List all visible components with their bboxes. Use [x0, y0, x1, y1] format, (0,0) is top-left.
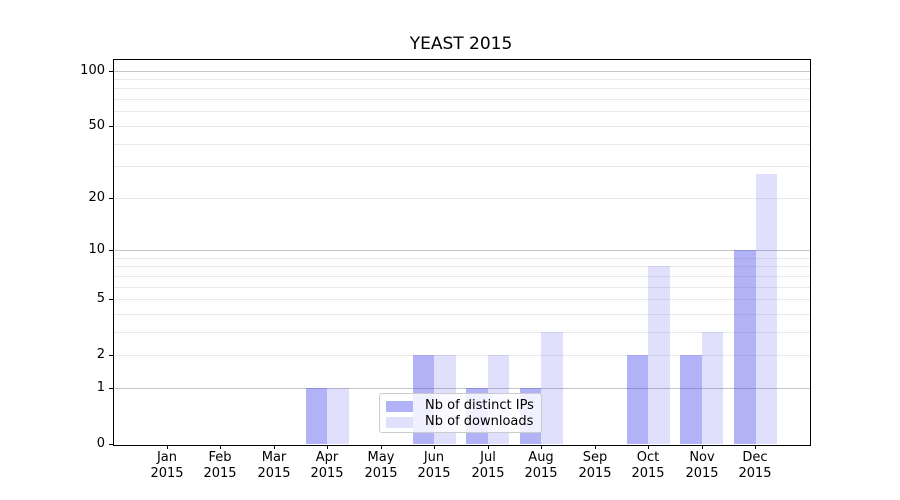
x-tick-year: 2015 [685, 466, 719, 481]
x-tick-label: Nov 2015 [675, 450, 729, 482]
x-tick-mark [220, 445, 221, 449]
chart-title: YEAST 2015 [409, 34, 513, 54]
legend-label-0: Nb of distinct IPs [425, 398, 534, 413]
x-tick-mark [167, 445, 168, 449]
bar-distinct-ips-apr [305, 387, 328, 444]
y-tick-mark [109, 444, 113, 445]
bar-downloads-oct [648, 266, 670, 444]
y-tick-label: 2 [96, 347, 105, 362]
minor-gridline [114, 332, 810, 333]
x-tick-label: Aug 2015 [514, 450, 568, 482]
y-tick-mark [109, 299, 113, 300]
y-tick-label: 5 [96, 291, 105, 306]
minor-gridline [114, 355, 810, 356]
bar-downloads-apr [327, 387, 349, 444]
x-tick-year: 2015 [524, 466, 558, 481]
y-tick-mark [109, 126, 113, 127]
x-tick-mark [755, 445, 756, 449]
y-tick-label: 10 [88, 242, 105, 257]
bar-distinct-ips-dec [734, 250, 756, 444]
legend-swatch-0 [386, 400, 413, 412]
major-gridline [114, 250, 810, 251]
y-tick-label: 20 [88, 190, 105, 205]
bar-downloads-aug [541, 331, 563, 444]
x-tick-year: 2015 [203, 466, 237, 481]
x-tick-year: 2015 [417, 466, 451, 481]
minor-gridline [114, 126, 810, 127]
x-tick-label: Sep 2015 [568, 450, 622, 482]
minor-gridline [114, 198, 810, 199]
minor-gridline [114, 99, 810, 100]
x-tick-label: Jun 2015 [407, 450, 461, 482]
x-tick-mark [381, 445, 382, 449]
legend-swatch-1 [386, 416, 413, 428]
legend-entry-distinct-ips: Nb of distinct IPs [386, 398, 535, 414]
x-tick-mark [702, 445, 703, 449]
x-tick-mark [595, 445, 596, 449]
x-tick-label: Apr 2015 [300, 450, 354, 482]
x-tick-label: Jul 2015 [461, 450, 515, 482]
legend-label-1: Nb of downloads [425, 414, 534, 429]
x-tick-label: Oct 2015 [621, 450, 675, 482]
x-tick-year: 2015 [150, 466, 184, 481]
y-tick-mark [109, 198, 113, 199]
x-tick-mark [648, 445, 649, 449]
legend: Nb of distinct IPs Nb of downloads [379, 393, 542, 433]
x-tick-year: 2015 [257, 466, 291, 481]
x-tick-mark [327, 445, 328, 449]
minor-gridline [114, 266, 810, 267]
bar-distinct-ips-nov [680, 355, 702, 444]
minor-gridline [114, 144, 810, 145]
x-tick-label: Jan 2015 [140, 450, 194, 482]
minor-gridline [114, 287, 810, 288]
x-tick-year: 2015 [738, 466, 772, 481]
y-tick-label: 1 [96, 380, 105, 395]
x-tick-label: May 2015 [354, 450, 408, 482]
minor-gridline [114, 258, 810, 259]
y-tick-mark [109, 71, 113, 72]
y-tick-mark [109, 355, 113, 356]
x-tick-label: Feb 2015 [193, 450, 247, 482]
y-tick-label: 50 [88, 118, 105, 133]
plot-area [113, 59, 811, 446]
major-gridline [114, 71, 810, 72]
x-tick-label: Dec 2015 [728, 450, 782, 482]
minor-gridline [114, 276, 810, 277]
minor-gridline [114, 79, 810, 80]
y-tick-label: 0 [96, 436, 105, 451]
x-tick-mark [434, 445, 435, 449]
bar-distinct-ips-oct [626, 355, 649, 444]
minor-gridline [114, 88, 810, 89]
x-tick-year: 2015 [631, 466, 665, 481]
x-tick-year: 2015 [364, 466, 398, 481]
y-tick-mark [109, 388, 113, 389]
major-gridline [114, 388, 810, 389]
x-tick-mark [488, 445, 489, 449]
y-tick-label: 100 [80, 63, 105, 78]
legend-entry-downloads: Nb of downloads [386, 414, 535, 430]
x-tick-mark [274, 445, 275, 449]
x-tick-year: 2015 [578, 466, 612, 481]
minor-gridline [114, 166, 810, 167]
x-tick-year: 2015 [471, 466, 505, 481]
bar-downloads-nov [701, 331, 724, 444]
x-tick-year: 2015 [310, 466, 344, 481]
minor-gridline [114, 299, 810, 300]
minor-gridline [114, 111, 810, 112]
y-tick-mark [109, 250, 113, 251]
x-tick-label: Mar 2015 [247, 450, 301, 482]
bar-downloads-dec [755, 174, 777, 444]
x-tick-mark [541, 445, 542, 449]
minor-gridline [114, 314, 810, 315]
